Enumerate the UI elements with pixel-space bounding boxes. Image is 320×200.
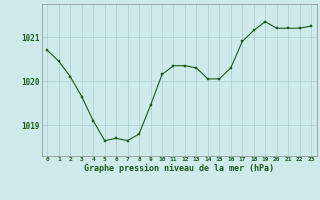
X-axis label: Graphe pression niveau de la mer (hPa): Graphe pression niveau de la mer (hPa) xyxy=(84,164,274,173)
